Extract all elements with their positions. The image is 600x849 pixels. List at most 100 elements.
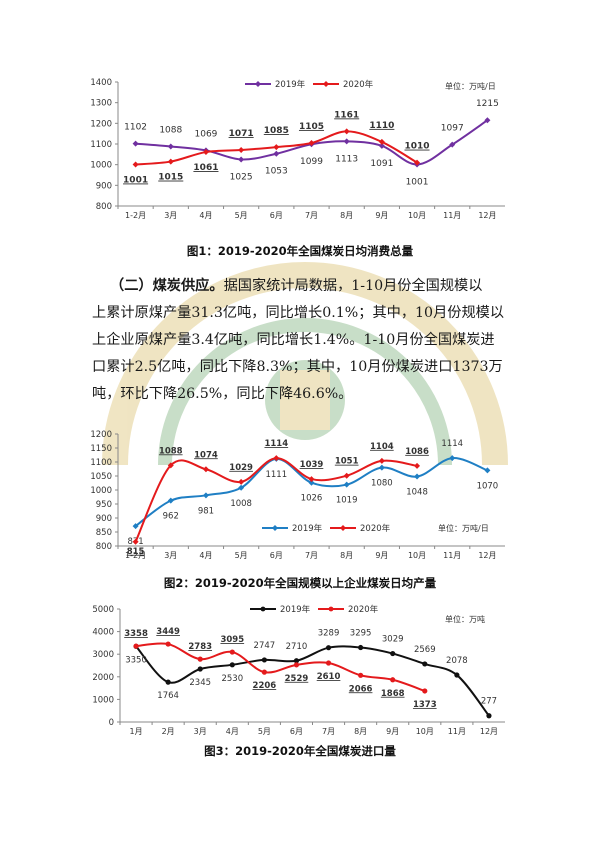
x-tick-label: 7月 (305, 551, 318, 560)
data-point (167, 143, 174, 150)
x-tick-label: 8月 (340, 551, 353, 560)
paragraph-line: 上企业原煤产量3.4亿吨，同比增长1.4%。1-10月份全国煤炭进 (92, 332, 495, 348)
data-label: 1099 (300, 157, 323, 167)
y-tick-label: 4000 (92, 628, 114, 638)
data-label: 1088 (159, 446, 183, 456)
data-label: 1001 (123, 175, 148, 185)
y-tick-label: 800 (96, 542, 112, 552)
data-label: 2710 (286, 642, 308, 652)
data-point (486, 713, 492, 719)
data-point (132, 140, 139, 147)
y-tick-label: 1000 (92, 695, 114, 705)
y-tick-label: 5000 (92, 605, 114, 615)
x-tick-label: 10月 (408, 551, 426, 560)
data-label: 1025 (230, 173, 253, 183)
data-label: 1051 (335, 457, 359, 467)
data-label: 1764 (157, 691, 179, 701)
data-point (422, 661, 428, 667)
data-point (414, 159, 421, 166)
x-tick-label: 9月 (375, 551, 388, 560)
unit-label: 单位：万吨/日 (445, 81, 496, 91)
data-point (197, 666, 203, 672)
legend-label: 2020年 (343, 79, 374, 90)
paragraph-line: 口累计2.5亿吨，同比下降8.3%；其中，10月份煤炭进口1373万 (92, 359, 503, 375)
data-label: 1104 (370, 442, 394, 452)
data-point (273, 455, 280, 462)
paragraph-line: 上累计原煤产量31.3亿吨，同比增长0.1%；其中，10月份规模以 (92, 305, 505, 321)
data-label: 1110 (369, 121, 394, 131)
data-label: 1039 (300, 460, 324, 470)
x-tick-label: 10月 (416, 727, 434, 736)
data-point (165, 679, 171, 685)
y-tick-label: 1100 (90, 140, 112, 150)
section-heading: （二）煤炭供应。 (110, 278, 224, 294)
data-point (358, 644, 364, 651)
data-label: 1091 (370, 159, 393, 169)
x-tick-label: 4月 (226, 727, 239, 736)
data-label: 3095 (220, 635, 244, 645)
data-point (422, 688, 428, 694)
data-label: 1001 (406, 177, 429, 187)
data-point (238, 484, 245, 491)
x-tick-label: 7月 (305, 211, 318, 220)
x-tick-label: 11月 (443, 211, 461, 220)
x-tick-label: 1月 (129, 727, 142, 736)
x-tick-label: 6月 (270, 211, 283, 220)
data-label: 2530 (221, 674, 243, 684)
y-tick-label: 2000 (92, 673, 114, 683)
data-label: 2610 (317, 672, 341, 682)
data-label: 1048 (406, 488, 428, 498)
x-tick-label: 6月 (290, 727, 303, 736)
data-point (378, 457, 385, 464)
paragraph-line: 吨，环比下降26.5%，同比下降46.6%。 (92, 386, 353, 402)
data-point (378, 138, 385, 145)
data-point (449, 141, 456, 148)
legend-marker (260, 606, 266, 612)
data-point (293, 662, 300, 668)
data-label: 1061 (193, 163, 218, 173)
x-tick-label: 11月 (443, 551, 461, 560)
legend-marker (328, 606, 334, 612)
legend-marker (255, 81, 261, 87)
x-tick-label: 12月 (478, 211, 496, 220)
data-point (449, 455, 456, 462)
data-point (238, 478, 245, 485)
x-tick-label: 12月 (478, 551, 496, 560)
legend-marker (340, 525, 346, 531)
x-tick-label: 8月 (354, 727, 367, 736)
data-label: 1010 (405, 142, 430, 152)
data-label: 3449 (156, 627, 180, 637)
data-point (238, 156, 245, 163)
data-point (132, 523, 139, 530)
series-line (135, 645, 490, 717)
data-point (308, 139, 315, 146)
data-label: 981 (198, 506, 214, 516)
data-label: 2206 (253, 681, 277, 691)
data-point (202, 492, 209, 499)
data-label: 1019 (336, 496, 358, 506)
y-tick-label: 0 (109, 718, 114, 728)
data-label: 1215 (476, 99, 499, 109)
data-point (378, 464, 385, 471)
data-point (390, 677, 396, 683)
data-label: 3295 (350, 629, 372, 639)
chart-daily-output: 800 850 900 950 1000 1050 1100 1150 1200 1-2月 3月 4月… (0, 428, 600, 568)
data-label: 2078 (446, 656, 468, 666)
data-point (308, 479, 315, 486)
y-tick-label: 1400 (90, 78, 112, 88)
data-point (484, 117, 491, 124)
x-tick-label: 11月 (448, 727, 466, 736)
chart-caption: 图1：2019-2020年全国煤炭日均消费总量 (186, 244, 414, 258)
data-point (202, 149, 209, 156)
y-tick-label: 800 (96, 202, 112, 212)
x-tick-label: 12月 (480, 727, 498, 736)
data-point (343, 128, 350, 135)
x-tick-label: 3月 (164, 211, 177, 220)
data-label: 1069 (195, 129, 218, 139)
data-label: 2783 (188, 642, 212, 652)
x-tick-label: 1-2月 (125, 211, 146, 220)
data-point (454, 672, 460, 678)
x-tick-label: 7月 (322, 727, 335, 736)
y-tick-label: 900 (96, 181, 112, 191)
x-tick-label: 9月 (375, 211, 388, 220)
